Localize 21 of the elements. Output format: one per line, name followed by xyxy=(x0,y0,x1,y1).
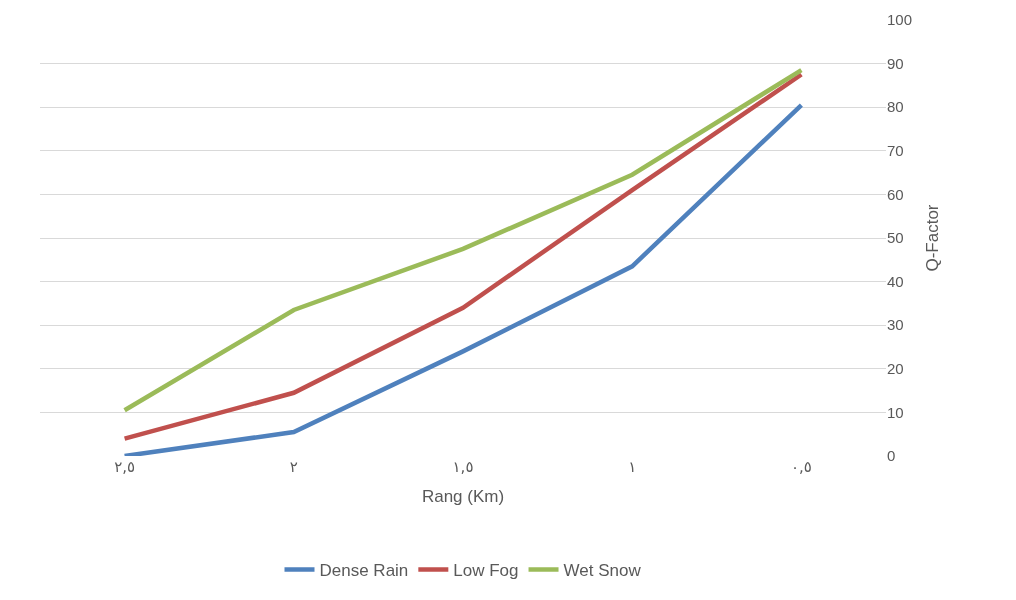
legend-label: Low Fog xyxy=(453,561,519,581)
x-tick-label: ١,٥ xyxy=(452,458,474,476)
x-tick-label: ١ xyxy=(628,458,637,476)
y-tick-label: 100 xyxy=(887,11,913,29)
x-tick-label: ٢ xyxy=(289,458,298,476)
x-tick-label: ٢,٥ xyxy=(114,458,136,476)
legend-label: Dense Rain xyxy=(319,561,409,581)
y-tick-label: 70 xyxy=(887,142,904,160)
x-tick-label: ٠,٥ xyxy=(790,458,812,476)
y-tick-label: 80 xyxy=(887,98,904,116)
y-tick-label: 20 xyxy=(887,360,904,378)
y-tick-label: 0 xyxy=(887,447,896,465)
y-tick-label: 10 xyxy=(887,403,904,421)
legend-label: Wet Snow xyxy=(563,561,642,581)
x-axis-title: Rang (Km) xyxy=(421,487,505,507)
y-tick-label: 50 xyxy=(887,229,904,247)
y-tick-label: 90 xyxy=(887,54,904,72)
y-axis-title: Q-Factor xyxy=(923,204,943,272)
y-tick-label: 40 xyxy=(887,272,904,290)
y-tick-label: 60 xyxy=(887,185,904,203)
y-tick-label: 30 xyxy=(887,316,904,334)
